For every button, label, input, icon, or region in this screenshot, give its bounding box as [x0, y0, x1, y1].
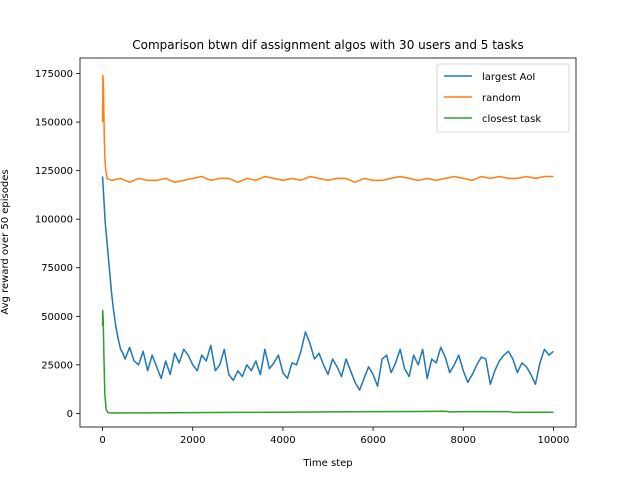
- y-tick-label: 100000: [35, 215, 73, 226]
- y-tick-label: 0: [67, 409, 73, 420]
- x-axis-title: Time step: [302, 458, 352, 469]
- y-tick-label: 175000: [35, 69, 73, 80]
- legend-label-closest-task: closest task: [482, 114, 541, 125]
- x-tick-label: 4000: [270, 435, 295, 446]
- plot-frame: [79, 57, 577, 428]
- x-tick-label: 10000: [538, 435, 570, 446]
- y-tick-label: 75000: [41, 263, 73, 274]
- x-tick-label: 2000: [180, 435, 205, 446]
- series-line-largest-aoi: [101, 176, 554, 391]
- x-tick-label: 0: [99, 435, 105, 446]
- legend-box: [436, 63, 570, 133]
- x-tick-label: 6000: [360, 435, 385, 446]
- y-tick-label: 50000: [41, 312, 73, 323]
- legend-label-largest-aoi: largest AoI: [482, 72, 535, 83]
- y-tick-label: 125000: [35, 166, 73, 177]
- legend: largest AoI random closest task: [436, 63, 570, 133]
- series-line-closest-task: [101, 309, 554, 414]
- y-axis: 0 25000 50000 75000 100000 125000 150000 175000: [35, 69, 80, 420]
- y-tick-label: 25000: [41, 360, 73, 371]
- legend-label-random: random: [482, 93, 521, 104]
- chart-title: Comparison btwn dif assignment algos wit…: [132, 38, 523, 52]
- series-layer: [101, 74, 554, 414]
- x-tick-label: 8000: [451, 435, 476, 446]
- x-axis: 0 2000 4000 6000 8000 10000: [99, 427, 569, 446]
- y-tick-label: 150000: [35, 118, 73, 129]
- series-line-random: [101, 74, 554, 184]
- y-axis-title: Avg reward over 50 episodes: [0, 169, 11, 314]
